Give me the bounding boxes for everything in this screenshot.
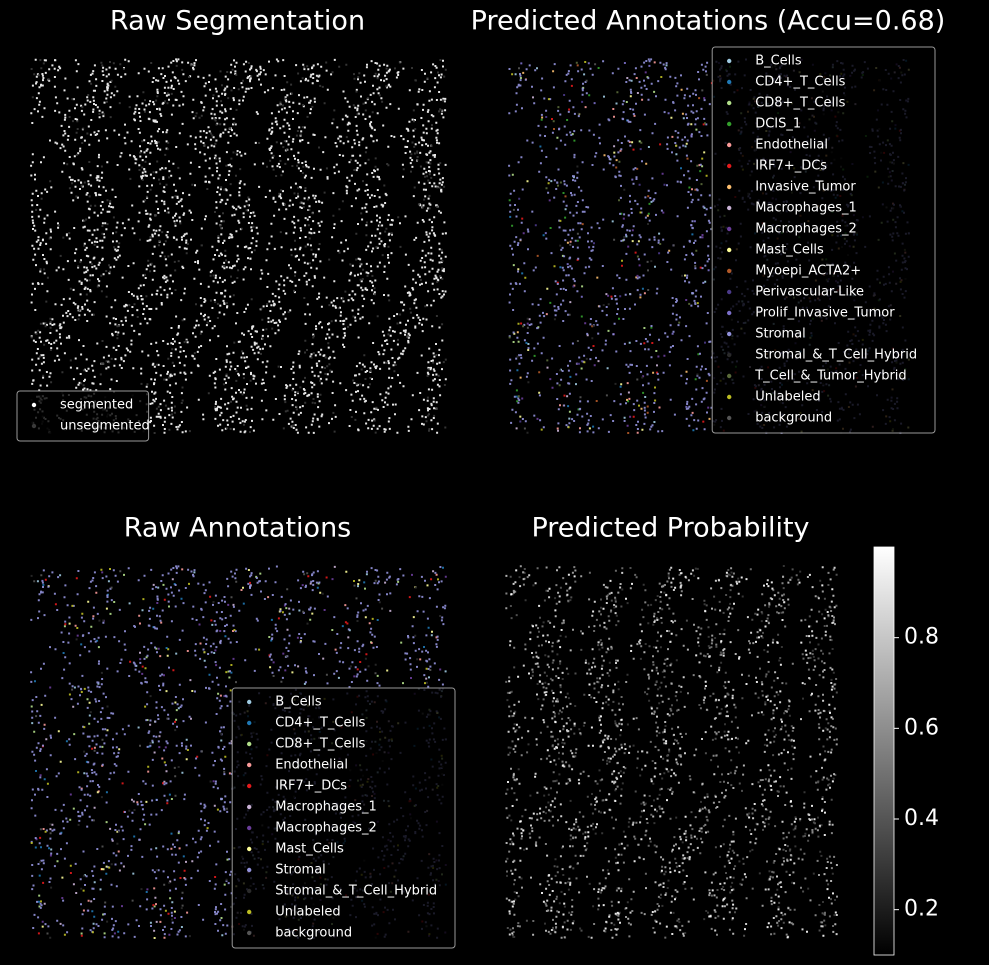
legend-label: Invasive_Tumor [755, 180, 856, 195]
legend-marker [727, 310, 732, 316]
legend-label: Macrophages_1 [755, 201, 857, 216]
colorbar-tick-label: 0.2 [904, 897, 939, 922]
legend-marker [727, 226, 732, 232]
legend-marker [727, 352, 732, 358]
legend-label: B_Cells [275, 695, 322, 710]
panel-title: Predicted Annotations (Accu=0.68) [471, 6, 946, 37]
panel-title: Raw Segmentation [110, 6, 365, 37]
legend-marker [247, 825, 252, 831]
legend-marker [727, 247, 732, 253]
legend-marker [247, 741, 252, 747]
legend-marker [31, 402, 37, 408]
legend-marker [727, 373, 732, 379]
legend-label: Macrophages_2 [755, 222, 857, 237]
legend-marker [727, 205, 732, 211]
panel-title: Raw Annotations [124, 513, 352, 544]
colorbar-tick-label: 0.8 [904, 625, 939, 650]
legend-label: Endothelial [755, 138, 828, 153]
cell-texture [508, 58, 910, 434]
legend-marker [727, 268, 732, 274]
legend-marker [727, 415, 732, 421]
legend-marker [247, 909, 252, 915]
legend-label: Unlabeled [275, 905, 340, 920]
legend-marker [727, 142, 732, 148]
legend-label: B_Cells [755, 54, 802, 69]
legend-label: Prolif_Invasive_Tumor [755, 306, 895, 321]
legend-marker [247, 888, 252, 894]
legend-marker [727, 58, 732, 64]
legend-label: Endothelial [275, 758, 348, 773]
legend-marker [247, 867, 252, 873]
legend-marker [247, 762, 252, 768]
legend-marker [247, 846, 252, 852]
legend-label: segmented [60, 398, 133, 413]
legend-marker [247, 804, 252, 810]
legend-label: CD8+_T_Cells [755, 96, 845, 111]
legend-label: CD4+_T_Cells [755, 75, 845, 90]
cell-texture [30, 59, 447, 434]
legend-marker [727, 394, 732, 400]
colorbar-tick-label: 0.6 [904, 715, 939, 740]
legend-marker [31, 423, 37, 429]
legend-marker [727, 184, 732, 190]
legend-label: Mast_Cells [755, 243, 824, 258]
legend-label: background [275, 926, 352, 941]
legend-marker [727, 289, 732, 295]
cell-texture [518, 62, 902, 423]
legend-label: Perivascular-Like [755, 285, 864, 300]
legend-label: Macrophages_1 [275, 800, 377, 815]
legend-label: Macrophages_2 [275, 821, 377, 836]
legend-marker [247, 699, 252, 705]
legend-label: Stromal [755, 327, 806, 342]
colorbar-tick-label: 0.4 [904, 806, 939, 831]
legend-label: DCIS_1 [755, 117, 801, 132]
legend-label: Stromal_&_T_Cell_Hybrid [755, 348, 917, 363]
legend-label: T_Cell_&_Tumor_Hybrid [754, 369, 906, 384]
legend-label: IRF7+_DCs [755, 159, 827, 174]
legend-marker [727, 163, 732, 169]
legend-marker [247, 930, 252, 936]
legend-marker [727, 79, 732, 85]
legend-label: Stromal_&_T_Cell_Hybrid [275, 884, 437, 899]
cell-texture [30, 58, 447, 434]
legend-box [711, 46, 936, 434]
panel-title: Predicted Probability [531, 513, 809, 544]
legend-box [16, 390, 150, 442]
legend-label: CD8+_T_Cells [275, 737, 365, 752]
legend-label: Myoepi_ACTA2+ [755, 264, 861, 279]
legend-box [231, 687, 456, 949]
legend-marker [247, 783, 252, 789]
legend-label: Mast_Cells [275, 842, 344, 857]
legend-label: CD4+_T_Cells [275, 716, 365, 731]
legend-marker [727, 121, 732, 127]
cell-texture [507, 569, 837, 939]
legend-marker [247, 720, 252, 726]
legend-label: unsegmented [60, 419, 150, 434]
legend-label: background [755, 411, 832, 426]
legend-marker [727, 331, 732, 337]
colorbar [873, 546, 895, 956]
legend-label: IRF7+_DCs [275, 779, 347, 794]
legend-marker [727, 100, 732, 106]
legend-label: Stromal [275, 863, 326, 878]
legend-label: Unlabeled [755, 390, 820, 405]
